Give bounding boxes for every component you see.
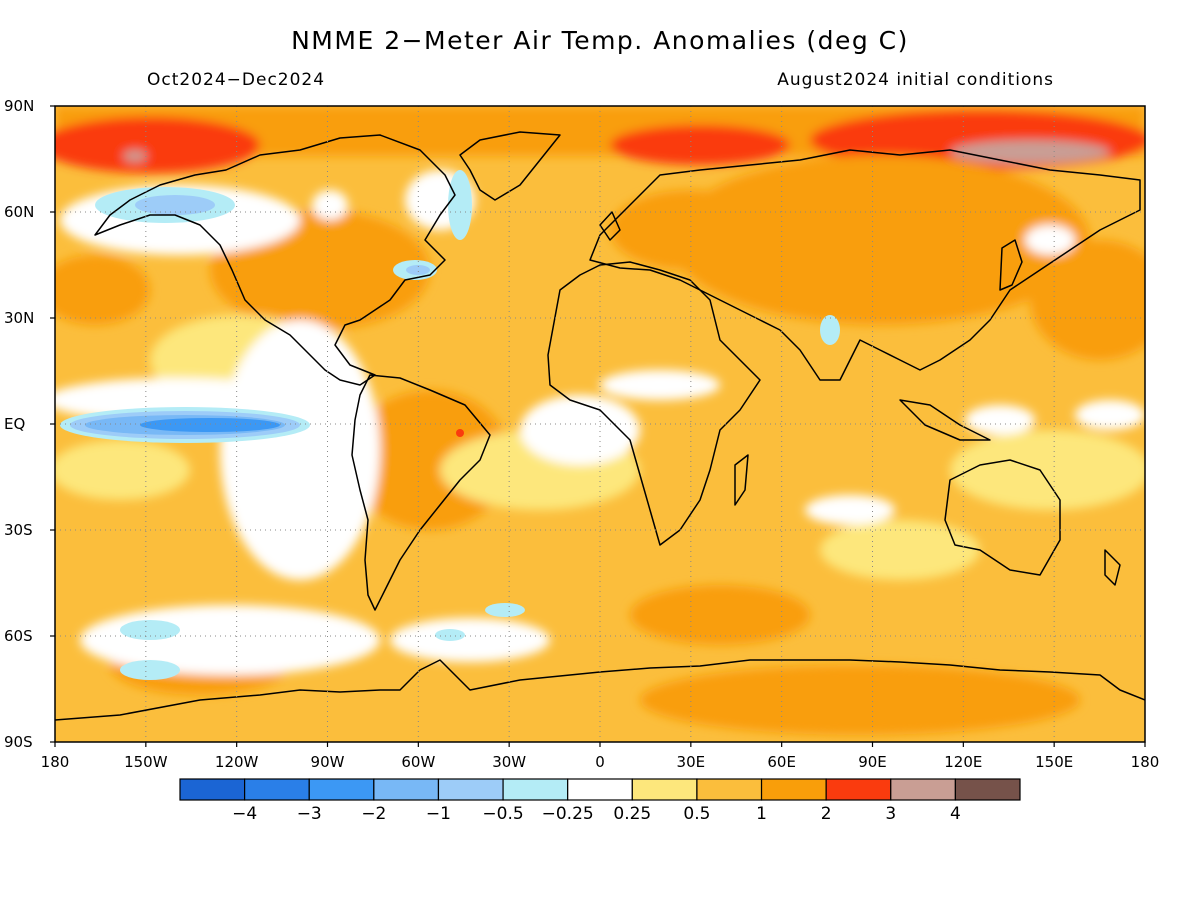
- greenland-coast: [459, 131, 561, 201]
- lon-label: 60W: [401, 753, 435, 771]
- lon-label: 0: [595, 753, 605, 771]
- colorbar-swatch: [373, 778, 440, 801]
- colorbar-label: 3: [885, 804, 896, 824]
- madagascar-coast: [734, 454, 749, 506]
- lon-label: 180: [1131, 753, 1160, 771]
- lon-label: 60E: [767, 753, 796, 771]
- colorbar-label: −1: [426, 804, 451, 824]
- colorbar-label: 1: [756, 804, 767, 824]
- lat-label: EQ: [4, 415, 25, 433]
- britain-coast: [599, 211, 621, 241]
- longitude-axis: 180 150W 120W 90W 60W 30W 0 30E 60E 90E 120E 150E 18…: [41, 742, 1160, 771]
- colorbar: −4 −3 −2 −1 −0.5 −0.25 0.25 0.5 1 2 3 4: [179, 778, 1021, 824]
- lat-label: 60N: [4, 203, 34, 221]
- colorbar-swatch: [244, 778, 310, 801]
- colorbar-swatch: [437, 778, 504, 801]
- lat-label: 90S: [4, 733, 33, 751]
- colorbar-label: −4: [232, 804, 257, 824]
- lon-label: 120W: [215, 753, 259, 771]
- coastlines: [55, 131, 1145, 721]
- japan-coast: [999, 239, 1023, 291]
- colorbar-swatch: [696, 778, 763, 801]
- colorbar-label: −0.25: [542, 804, 594, 824]
- antarctica-coast: [55, 659, 1145, 721]
- initial-conditions: August2024 initial conditions: [777, 70, 1054, 90]
- anomaly-fill: [55, 106, 1145, 735]
- hotspot-marker: [456, 429, 464, 437]
- graticule: [55, 106, 1145, 742]
- lon-label: 120E: [944, 753, 982, 771]
- colorbar-swatch: [890, 778, 956, 801]
- lon-label: 30E: [677, 753, 706, 771]
- colorbar-swatch: [631, 778, 698, 801]
- latitude-axis: 90N 60N 30N EQ 30S 60S 90S: [4, 97, 55, 751]
- africa-coast: [547, 261, 761, 546]
- colorbar-label: 4: [950, 804, 961, 824]
- colorbar-label: 2: [821, 804, 832, 824]
- lat-label: 30S: [4, 521, 33, 539]
- cool-anomalies: [60, 170, 840, 680]
- colorbar-swatch: [502, 778, 569, 801]
- colorbar-swatch: [825, 778, 892, 801]
- colorbar-label: −0.5: [482, 804, 523, 824]
- colorbar-swatch: [567, 778, 633, 801]
- colorbar-label: 0.25: [613, 804, 651, 824]
- south-america-coast: [351, 374, 491, 611]
- forecast-period: Oct2024−Dec2024: [147, 70, 326, 90]
- colorbar-label: 0.5: [683, 804, 710, 824]
- colorbar-swatch: [179, 778, 246, 801]
- colorbar-label: −2: [361, 804, 386, 824]
- lon-label: 180: [41, 753, 70, 771]
- eurasia-coast: [589, 149, 1141, 381]
- indonesia-coast: [899, 399, 991, 441]
- colorbar-label: −3: [297, 804, 322, 824]
- lon-label: 30W: [492, 753, 526, 771]
- colorbar-swatch: [760, 778, 827, 801]
- new-zealand-coast: [1104, 549, 1121, 586]
- lon-label: 90W: [311, 753, 345, 771]
- lat-label: 30N: [4, 309, 34, 327]
- lon-label: 150E: [1035, 753, 1073, 771]
- australia-coast: [944, 459, 1061, 576]
- map-plot-area: [55, 106, 1145, 742]
- lat-label: 90N: [4, 97, 34, 115]
- colorbar-swatch: [308, 778, 375, 801]
- colorbar-swatch: [954, 778, 1021, 801]
- lon-label: 150W: [124, 753, 168, 771]
- lon-label: 90E: [858, 753, 887, 771]
- lat-label: 60S: [4, 627, 33, 645]
- map-title: NMME 2−Meter Air Temp. Anomalies (deg C): [291, 26, 909, 55]
